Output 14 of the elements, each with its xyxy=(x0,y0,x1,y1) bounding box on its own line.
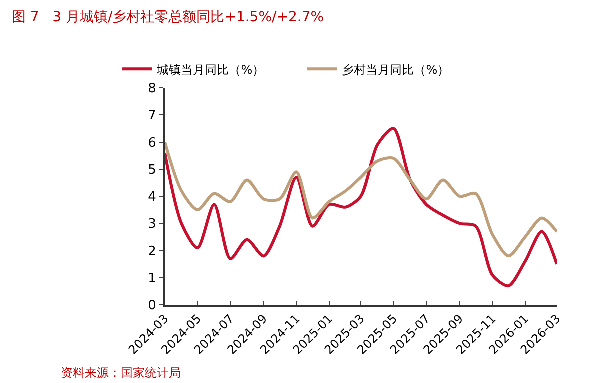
line-series xyxy=(165,140,557,258)
text: 资料来源：国家统计局 xyxy=(61,366,181,380)
line-series xyxy=(165,127,557,288)
chart-title: 图 7 3 月城镇/乡村社零总额同比+1.5%/+2.7% xyxy=(12,9,324,26)
y-tick-label: 1 xyxy=(148,271,156,286)
y-tick-label: 7 xyxy=(148,108,156,124)
y-tick-label: 5 xyxy=(148,162,156,178)
y-tick-label: 3 xyxy=(148,217,156,232)
y-tick-label: 2 xyxy=(148,244,156,260)
y-tick-label: 0 xyxy=(148,298,156,314)
legend-label: 城镇当月同比（%） xyxy=(156,62,265,77)
legend-label: 乡村当月同比（%） xyxy=(342,62,450,77)
y-tick-label: 4 xyxy=(148,190,156,206)
y-tick-label: 6 xyxy=(148,136,156,151)
